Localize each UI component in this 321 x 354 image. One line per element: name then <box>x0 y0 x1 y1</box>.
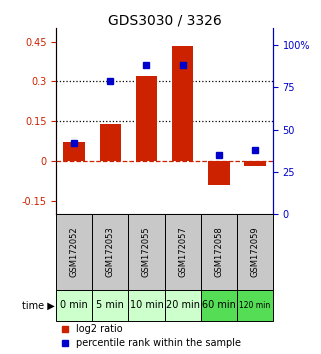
Bar <box>201 290 237 321</box>
Bar <box>164 290 201 321</box>
Text: 20 min: 20 min <box>166 301 200 310</box>
Text: GSM172057: GSM172057 <box>178 227 187 277</box>
Bar <box>128 214 164 290</box>
Bar <box>201 214 237 290</box>
Text: 120 min: 120 min <box>239 301 270 310</box>
Text: 0 min: 0 min <box>60 301 88 310</box>
Bar <box>100 124 121 161</box>
Bar <box>244 161 265 166</box>
Bar <box>128 290 164 321</box>
Bar <box>56 290 92 321</box>
Bar <box>135 76 157 161</box>
Text: 5 min: 5 min <box>96 301 124 310</box>
Text: GSM172052: GSM172052 <box>70 227 79 277</box>
Text: GSM172058: GSM172058 <box>214 227 223 277</box>
Title: GDS3030 / 3326: GDS3030 / 3326 <box>108 13 221 27</box>
Bar <box>63 142 85 161</box>
Bar <box>164 214 201 290</box>
Text: GSM172053: GSM172053 <box>106 227 115 277</box>
Bar <box>237 290 273 321</box>
Text: 10 min: 10 min <box>129 301 163 310</box>
Bar <box>208 161 230 185</box>
Bar <box>56 214 92 290</box>
Text: time ▶: time ▶ <box>22 301 54 310</box>
Bar <box>237 214 273 290</box>
Bar <box>92 214 128 290</box>
Bar <box>172 46 193 161</box>
Text: GSM172059: GSM172059 <box>250 227 259 277</box>
Text: 60 min: 60 min <box>202 301 236 310</box>
Bar <box>92 290 128 321</box>
Text: log2 ratio: log2 ratio <box>76 324 122 334</box>
Text: percentile rank within the sample: percentile rank within the sample <box>76 338 241 348</box>
Text: GSM172055: GSM172055 <box>142 227 151 277</box>
